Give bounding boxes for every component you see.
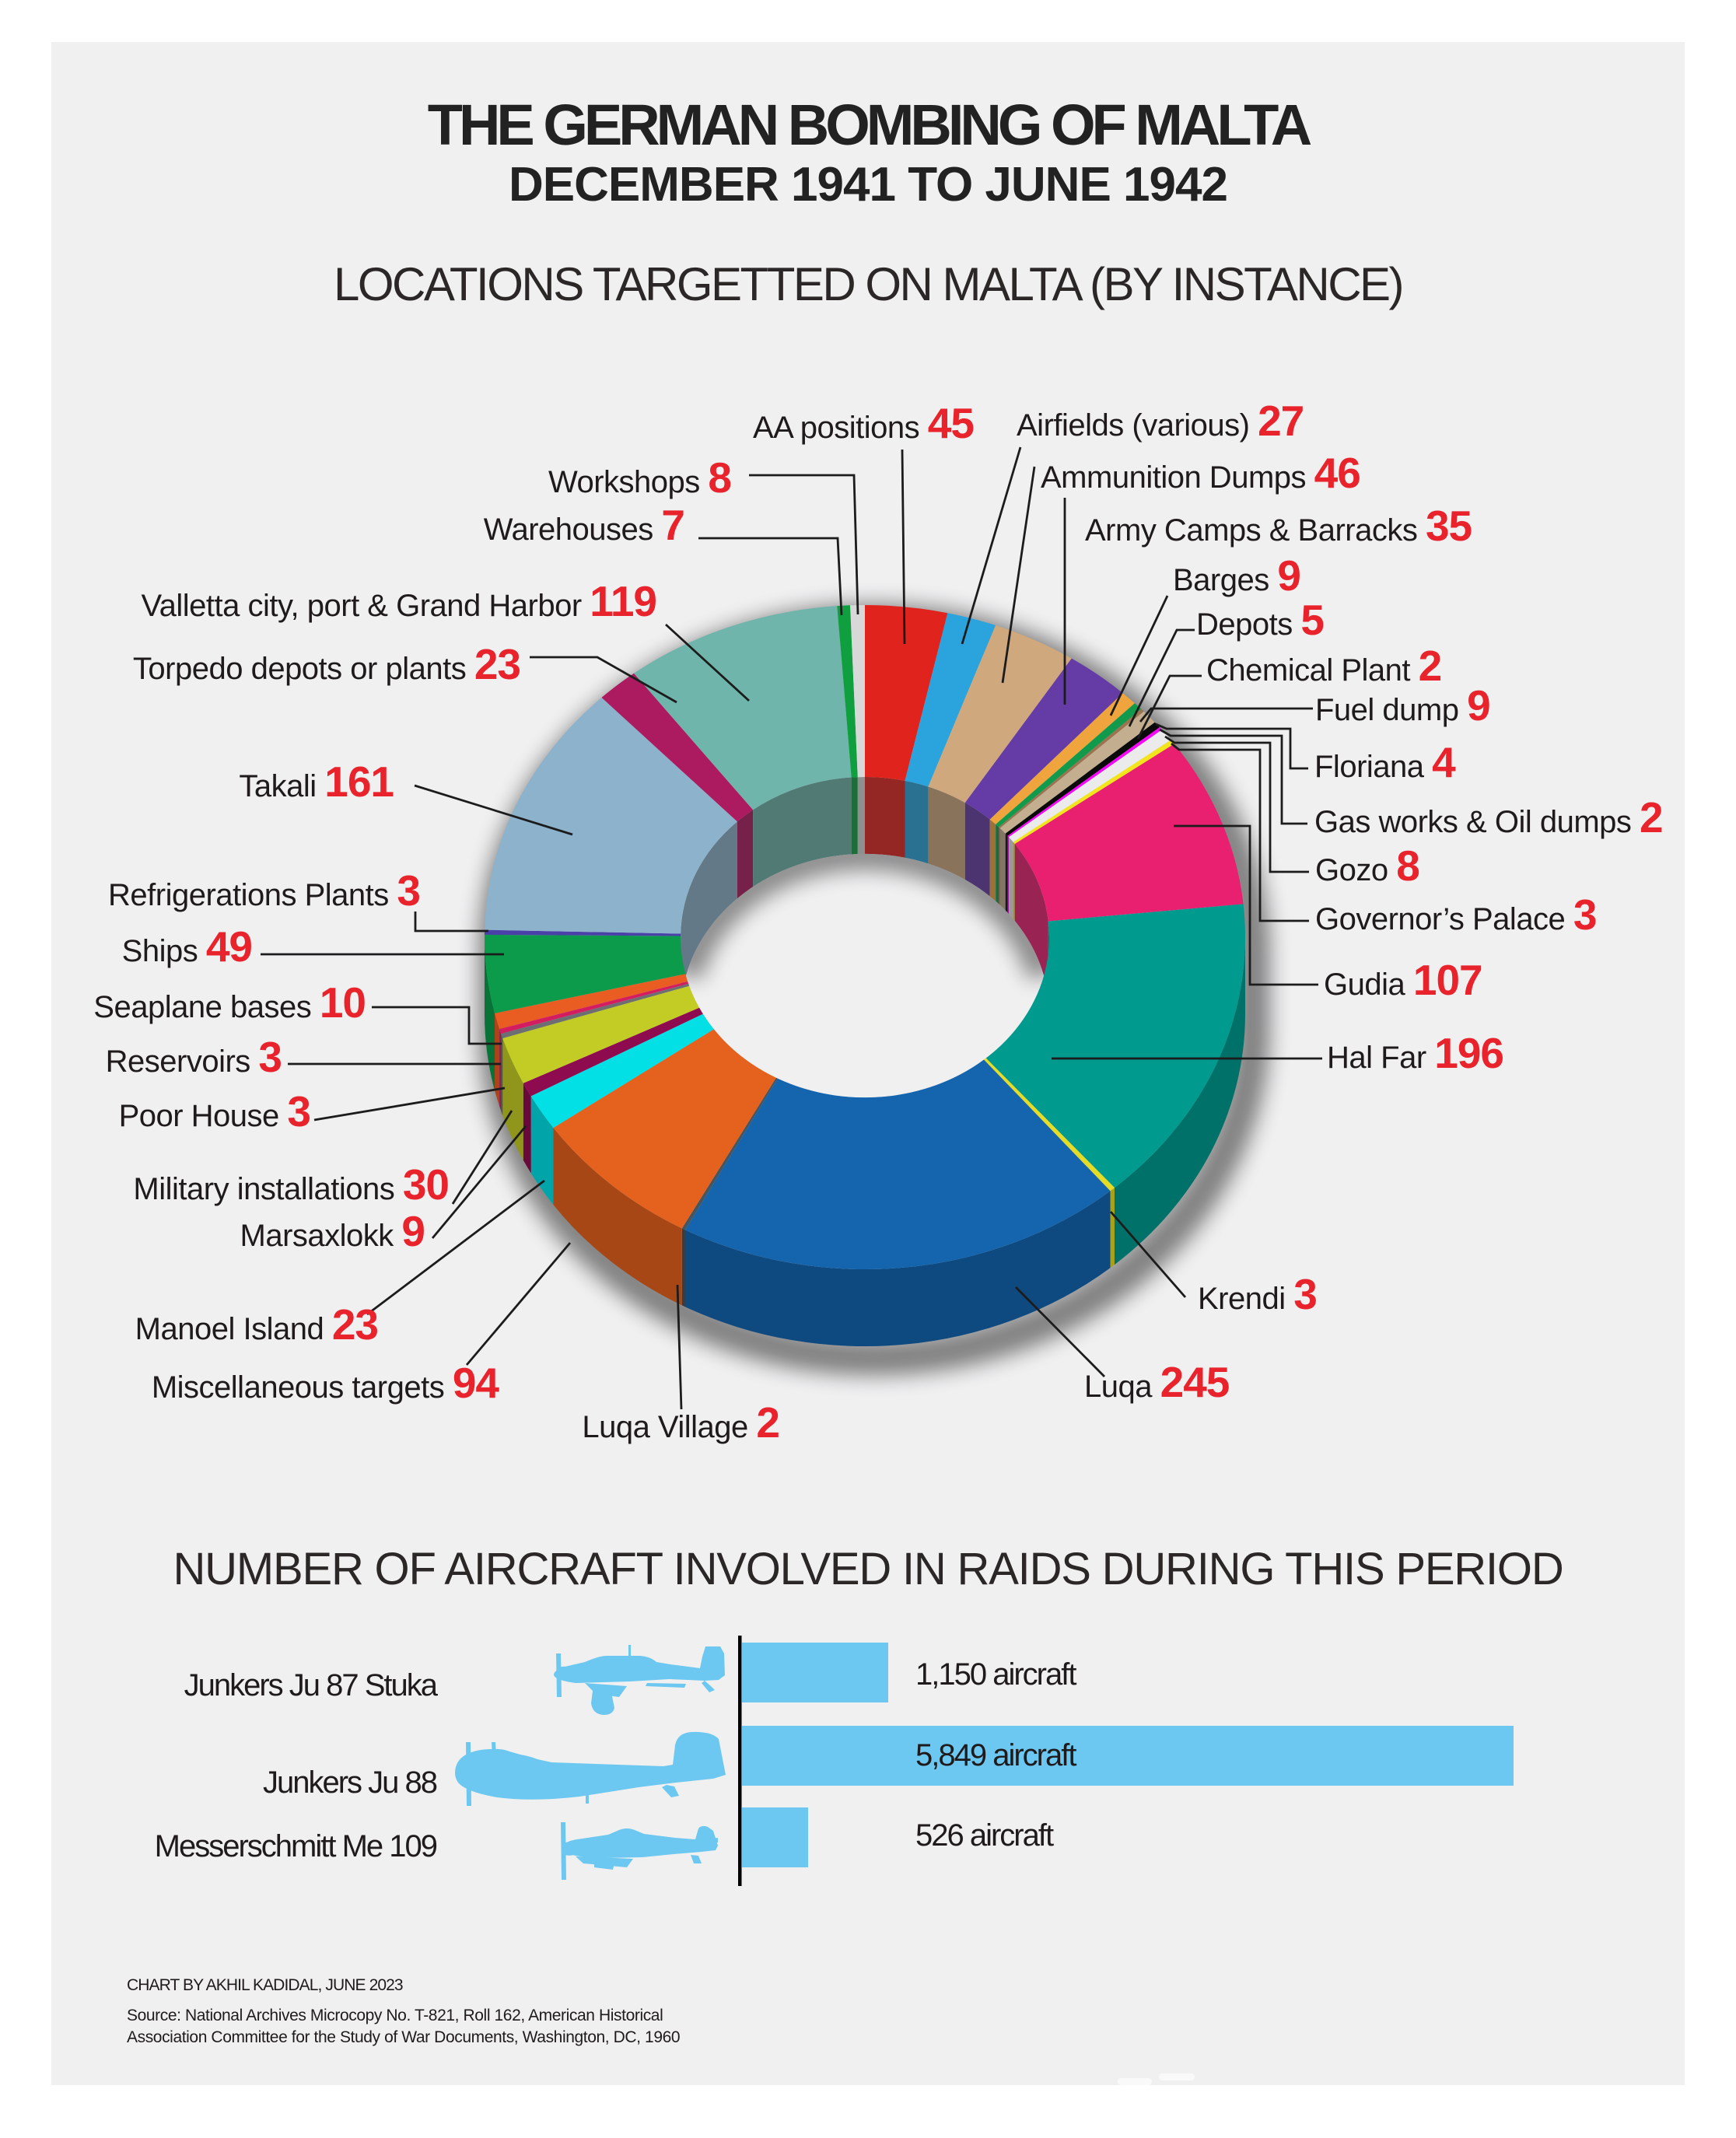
svg-text:Source: National Archives Micr: Source: National Archives Microcopy No. … <box>127 2007 663 2024</box>
svg-text:LOCATIONS TARGETTED ON MALTA (: LOCATIONS TARGETTED ON MALTA (BY INSTANC… <box>334 258 1402 310</box>
svg-text:NUMBER OF AIRCRAFT INVOLVED IN: NUMBER OF AIRCRAFT INVOLVED IN RAIDS DUR… <box>173 1544 1563 1594</box>
svg-text:DECEMBER 1941 TO JUNE 1942: DECEMBER 1941 TO JUNE 1942 <box>509 158 1227 212</box>
svg-text:5,849 aircraft: 5,849 aircraft <box>915 1738 1076 1772</box>
svg-text:Junkers Ju 87 Stuka: Junkers Ju 87 Stuka <box>184 1668 439 1702</box>
svg-text:CHART BY AKHIL KADIDAL, JUNE 2: CHART BY AKHIL KADIDAL, JUNE 2023 <box>127 1976 403 1994</box>
svg-text:Junkers Ju 88: Junkers Ju 88 <box>263 1765 437 1800</box>
svg-text:Association Committee for the: Association Committee for the Study of W… <box>127 2028 680 2046</box>
svg-text:Messerschmitt Me 109: Messerschmitt Me 109 <box>155 1829 437 1863</box>
svg-text:1,150 aircraft: 1,150 aircraft <box>915 1657 1076 1692</box>
svg-text:Depots 5: Depots 5 <box>1196 596 1324 644</box>
svg-text:THE GERMAN BOMBING OF MALTA: THE GERMAN BOMBING OF MALTA <box>428 93 1311 157</box>
svg-text:526 aircraft: 526 aircraft <box>915 1818 1054 1853</box>
